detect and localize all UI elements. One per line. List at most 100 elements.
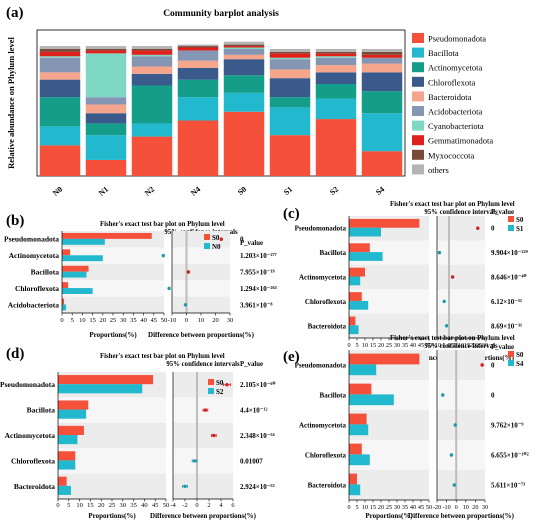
panel-e-x-tick-label: 15 <box>370 504 376 511</box>
panel-b-bar-s0 <box>62 265 89 272</box>
panel-d-ci-x-tick-label: 4 <box>219 502 223 509</box>
panel-d-pvalue: 2.105×10⁻⁶⁰ <box>240 381 276 389</box>
panel-d-bar-s0 <box>58 400 89 410</box>
panel-c-bar-s1 <box>349 325 359 335</box>
panel-d-ci-point <box>225 383 229 387</box>
panel-a-bar-S4-actinomycetota <box>361 91 403 114</box>
panel-c-category-label: Bacteroidota <box>308 322 347 330</box>
panel-d-x-tick-label: 20 <box>98 502 105 509</box>
panel-c-bar-s1 <box>349 300 369 310</box>
panel-a-legend-label: Bacteroidota <box>428 92 472 102</box>
panel-e-ci-point <box>453 423 457 427</box>
panel-c-bar-s1 <box>349 227 381 237</box>
panel-e-pvalue: 0 <box>491 392 495 400</box>
panel-b-x-tick-label: 35 <box>130 317 137 324</box>
panel-e-x-tick-label: 30 <box>394 504 400 511</box>
panel-d-bar-s2 <box>58 384 143 394</box>
panel-a-bar-N1-pseudomonadota <box>85 159 127 176</box>
panel-a-legend-swatch <box>412 33 424 43</box>
panel-c-ci-x-tick-label: 25 <box>476 342 482 349</box>
panel-a-legend-swatch <box>412 62 424 73</box>
panel-d-pvalue-title: P_value <box>240 361 263 368</box>
panel-b-ci-row-stripe <box>172 280 230 297</box>
panel-b-x-tick-label: 10 <box>79 317 86 324</box>
panel-c-category-label: Bacillota <box>320 249 347 257</box>
panel-b-bar-s0 <box>62 298 65 305</box>
panel-a-bar-S4-myxococcota <box>361 51 403 55</box>
panel-b-category-label: Actinomycetota <box>9 251 60 260</box>
panel-a-legend-label: Chloroflexota <box>428 77 475 87</box>
panel-e-bar-s4 <box>349 424 369 436</box>
panel-d-x-tick-label: 25 <box>109 502 116 509</box>
panel-a-bar-S4-chloroflexota <box>361 72 403 92</box>
panel-a-bar-N0-others <box>39 46 81 49</box>
panel-e-pvalue: 5.611×10⁻⁷³ <box>491 482 525 490</box>
panel-c-ci-x-tick-label: 0 <box>447 342 450 349</box>
panel-d-bar-s0 <box>58 425 84 435</box>
panel-b-ci-x-tick-label: 30 <box>227 317 234 324</box>
panel-b-bar-s0 <box>62 249 71 256</box>
panel-b-x-tick-label: 50 <box>161 317 168 324</box>
panel-c-pvalue: 9.904×10⁻²²⁹ <box>491 249 528 257</box>
panel-c-x-tick-label: 30 <box>394 342 400 349</box>
panel-d-ci-title: 95% confidence intervals <box>166 361 240 368</box>
panel-e-ci-point <box>452 483 456 487</box>
panel-a-bar-S0-cyanobacteriota <box>223 47 265 49</box>
panel-b-category-label: Bacillota <box>31 268 60 277</box>
panel-a-bar-N2-bacillota <box>131 123 173 137</box>
panel-d-bar-s2 <box>58 460 76 470</box>
panel-a-bar-N4-bacillota <box>177 97 219 121</box>
panel-a-bar-S4-acidobacteriota <box>361 57 403 64</box>
panel-d-category-label: Actinomycetota <box>5 431 56 440</box>
panel-c-bar-s0 <box>349 316 356 326</box>
panel-d: (d) Fisher's exact test bar plot on Phylu… <box>0 346 276 520</box>
panel-a-x-tick-label: N4 <box>189 185 202 198</box>
panel-b-bar-n0 <box>62 238 105 245</box>
panel-c-bar-s1 <box>349 252 383 261</box>
panel-a-bar-S2-chloroflexota <box>315 72 357 85</box>
panel-d-ci-row-stripe <box>173 448 233 474</box>
panel-e-category-label: Chloroflexota <box>305 452 347 460</box>
panel-a-bar-N2-pseudomonadota <box>131 136 173 176</box>
panel-b-legend-swatch <box>204 234 210 240</box>
panel-e-bar-s4 <box>349 394 394 406</box>
panel-b-legend-swatch <box>204 243 210 249</box>
panel-c-legend-swatch <box>508 216 514 222</box>
panel-e-ci-row-stripe <box>437 380 485 410</box>
panel-a-bar-N1-gemmatimonadota <box>85 50 127 54</box>
panel-c-ci-point <box>442 299 446 304</box>
panel-a-bar-S2-bacillota <box>315 98 357 120</box>
panel-b-ci-x-tick-label: 0 <box>185 317 188 324</box>
panel-b-ci-point <box>161 253 165 258</box>
panel-d-bar-s0 <box>58 476 67 486</box>
panel-c-legend-label: S0 <box>516 216 524 224</box>
panel-b-ci-x-axis-label: Difference between proportions(%) <box>148 331 255 339</box>
panel-d-bar-s2 <box>58 434 78 445</box>
panel-a-bar-S1-gemmatimonadota <box>269 53 311 58</box>
panel-c-ci-point <box>476 226 480 230</box>
panel-b-x-tick-label: 30 <box>120 317 127 324</box>
panel-d-x-tick-label: 30 <box>120 502 127 509</box>
panel-b-x-tick-label: 0 <box>60 317 63 324</box>
panel-a-bar-N0-gemmatimonadota <box>39 51 81 57</box>
panel-d-bar-s2 <box>58 485 71 495</box>
panel-b-legend-label: S0 <box>212 234 220 242</box>
panel-a-legend-label: Acidobacteriota <box>428 107 483 117</box>
panel-b-title: Fisher's exact test bar plot on Phylum l… <box>100 221 225 228</box>
panel-a-bar-N0-actinomycetota <box>39 97 81 127</box>
panel-b-x-axis-label: Proportions(%) <box>89 331 137 339</box>
panel-d-ci-point <box>192 459 197 463</box>
panel-a-bar-N2-others <box>131 46 173 49</box>
panel-e-pvalue: 9.762×10⁻⁹ <box>491 422 524 430</box>
panel-e-legend-label: S0 <box>516 351 524 359</box>
panel-a-bar-N0-cyanobacteriota <box>39 56 81 58</box>
panel-e-legend-label: S4 <box>516 360 524 368</box>
panel-a-bar-S2-actinomycetota <box>315 84 357 99</box>
panel-d-x-tick-label: 15 <box>87 502 94 509</box>
panel-e-ci-x-tick-label: 30 <box>482 504 488 511</box>
panel-b-ci-point <box>167 286 171 291</box>
panel-e-bar-s4 <box>349 364 377 376</box>
panel-b-pvalue-title: P_value <box>240 240 263 247</box>
panel-e-ci-x-tick-label: -10 <box>442 504 450 511</box>
panel-e-bar-s0 <box>349 383 372 395</box>
